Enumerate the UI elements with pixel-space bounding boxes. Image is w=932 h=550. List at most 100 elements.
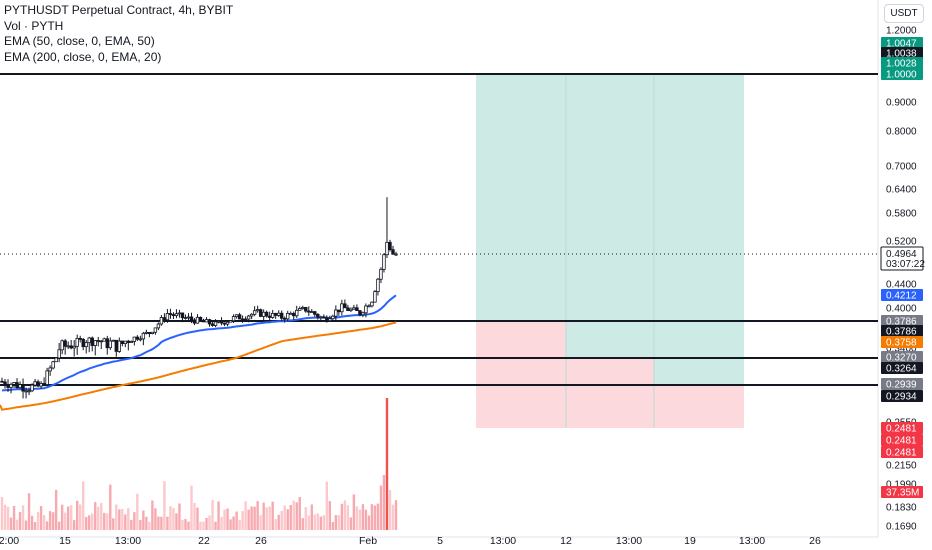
candle [84,342,88,348]
price-badge-label: 0.3264 [886,364,917,375]
candle [159,317,164,325]
volume-bar [364,509,368,530]
candle [304,306,308,312]
volume-bar [51,512,55,530]
volume-bar [358,509,362,530]
price-badge-gray [881,351,923,363]
candle [292,312,296,317]
candle [171,314,176,317]
volume-bar [21,505,25,530]
time-tick-label: Feb [359,535,377,547]
volume-bar [304,507,307,530]
volume-bar [91,513,94,530]
candle [319,316,323,319]
volume-bar [72,520,76,530]
candle [267,315,272,318]
volume-bar [286,509,289,530]
candle [243,318,248,321]
price-badge-orange [881,336,923,348]
candle [120,340,125,344]
profit-zone-2 [566,74,654,358]
volume-bar [57,521,61,530]
volume-bar [355,506,359,530]
legend-ema200: EMA (200, close, 0, EMA, 20) [4,49,162,64]
candle [310,311,314,314]
candle [328,318,332,322]
candle [385,241,389,256]
volume-bar [103,512,106,530]
candle [201,319,206,323]
time-tick-label: 26 [809,535,821,547]
candle [30,384,34,392]
volume-bar [175,513,178,530]
price-badge-black [881,325,923,337]
volume-bar [160,516,163,530]
volume-bar [36,512,40,530]
volume-bar [226,508,229,530]
candle [361,312,365,316]
candle [75,337,79,347]
candle [234,314,239,317]
candle [186,316,191,319]
volume-bar [214,521,217,530]
candle [39,383,43,387]
volume-bar [124,514,127,530]
volume-bar [136,493,139,530]
candle [69,345,73,349]
volume-bar [78,504,82,530]
currency-selector[interactable]: USDT [884,4,924,23]
candle [18,384,22,389]
volume-bar [250,506,253,530]
candle [373,291,377,303]
volume-bar [349,517,353,530]
candle [237,314,242,320]
candle [295,309,299,317]
volume-bar [193,502,196,530]
price-badge-gray [881,378,923,390]
volume-bar [259,515,262,530]
volume-bar [30,515,34,530]
candle [349,308,353,312]
candle [273,313,278,316]
ema200-line [0,321,397,411]
price-badge-black [881,390,923,402]
candle [102,338,106,342]
time-tick-label: 13:00 [739,535,765,547]
price-badge-black [881,362,923,374]
legend-title: PYTHUSDT Perpetual Contract, 4h, BYBIT [4,3,234,17]
candle [3,381,7,386]
volume-bar [313,514,316,530]
candle [45,370,49,385]
time-tick-label: 19 [684,535,696,547]
volume-bar [229,519,232,530]
candle [33,381,37,386]
candle [225,321,230,325]
candle [358,310,362,316]
candle [174,313,179,317]
legend-ema50: EMA (50, close, 0, EMA, 50) [4,34,155,48]
candle [337,309,341,313]
volume-bar [328,501,332,530]
volume-bar [247,509,250,530]
volume-bar [60,504,64,530]
volume-bar [169,506,172,530]
volume-bar [370,504,374,530]
candle [388,241,392,251]
candle [322,316,326,319]
candle [264,311,269,317]
candle [379,268,383,280]
volume-bar [133,512,136,530]
candle [249,313,254,317]
price-tick-label: 0.4400 [886,280,917,291]
volume-bar [48,511,52,530]
candle [240,318,245,321]
volume-bar [112,518,115,530]
price-badge-label: 0.3786 [886,317,917,328]
volume-bar [367,515,371,530]
volume-bar [24,520,28,530]
volume-bar [157,516,160,530]
price-badge-label: 37.35M [886,488,919,499]
volume-bar [343,500,347,530]
